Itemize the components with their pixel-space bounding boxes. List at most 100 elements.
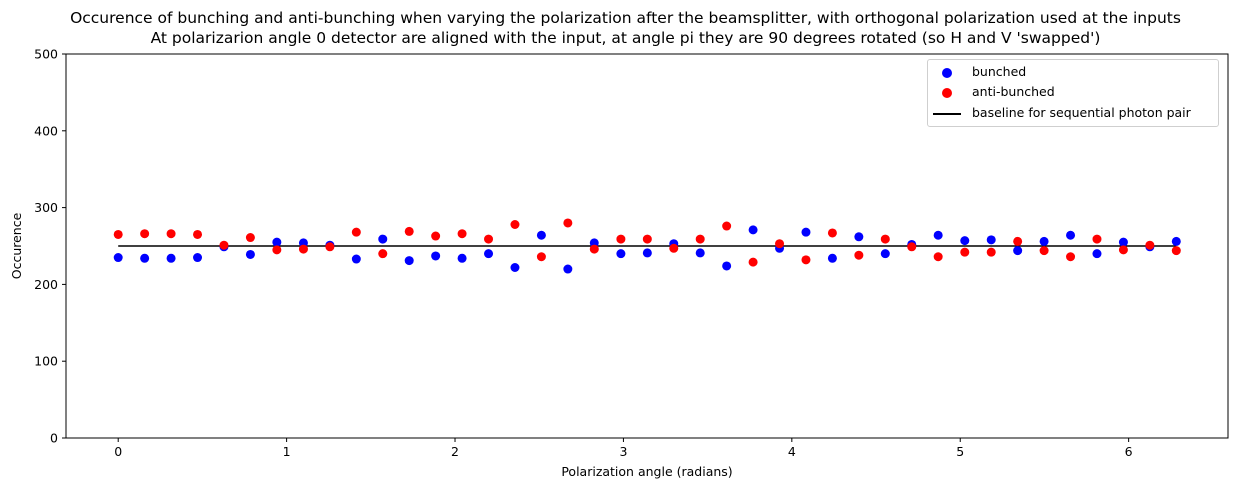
legend-item-baseline: baseline for sequential photon pair — [928, 104, 1218, 124]
x-tick-label-6: 6 — [1125, 444, 1133, 459]
bunched-point-20 — [642, 248, 652, 258]
anti-bunched-point-32 — [960, 247, 970, 257]
bunched-point-27 — [827, 253, 837, 263]
y-tick-label-3: 300 — [34, 200, 58, 215]
bunched-point-2 — [166, 253, 176, 263]
y-tick-label-0: 0 — [50, 431, 58, 446]
bunched-point-40 — [1171, 236, 1181, 246]
legend-marker-anti-bunched — [942, 88, 952, 98]
bunched-point-37 — [1092, 249, 1102, 259]
anti-bunched-point-2 — [166, 229, 176, 239]
bunched-point-13 — [457, 253, 467, 263]
anti-bunched-point-25 — [775, 239, 785, 249]
anti-bunched-point-39 — [1145, 240, 1155, 250]
legend-label-bunched: bunched — [972, 64, 1027, 79]
anti-bunched-point-14 — [484, 234, 494, 244]
bunched-point-34 — [1013, 246, 1023, 256]
legend-label-anti-bunched: anti-bunched — [972, 84, 1055, 99]
legend-item-bunched: bunched — [928, 63, 1218, 83]
anti-bunched-point-26 — [801, 255, 811, 265]
anti-bunched-point-19 — [616, 234, 626, 244]
y-tick-label-2: 200 — [34, 277, 58, 292]
bunched-point-11 — [404, 256, 414, 266]
anti-bunched-point-17 — [563, 218, 573, 228]
bunched-point-3 — [193, 253, 203, 263]
bunched-point-0 — [113, 253, 123, 263]
bunched-point-1 — [140, 253, 150, 263]
anti-bunched-point-28 — [854, 250, 864, 260]
bunched-point-22 — [695, 248, 705, 258]
anti-bunched-point-6 — [272, 245, 282, 255]
y-axis-label: Occurence — [9, 212, 24, 279]
anti-bunched-point-7 — [298, 244, 308, 254]
bunched-point-32 — [960, 236, 970, 246]
anti-bunched-point-21 — [669, 243, 679, 253]
bunched-point-19 — [616, 249, 626, 259]
anti-bunched-point-4 — [219, 240, 229, 250]
anti-bunched-point-33 — [986, 247, 996, 257]
anti-bunched-point-37 — [1092, 234, 1102, 244]
x-tick-label-2: 2 — [451, 444, 459, 459]
x-tick-label-0: 0 — [114, 444, 122, 459]
anti-bunched-point-11 — [404, 226, 414, 236]
legend-label-baseline: baseline for sequential photon pair — [972, 105, 1191, 120]
anti-bunched-point-8 — [325, 242, 335, 252]
anti-bunched-point-38 — [1118, 245, 1128, 255]
bunched-point-16 — [536, 230, 546, 240]
anti-bunched-point-3 — [193, 229, 203, 239]
x-tick-label-1: 1 — [283, 444, 291, 459]
bunched-point-35 — [1039, 236, 1049, 246]
x-tick-label-5: 5 — [956, 444, 964, 459]
anti-bunched-point-13 — [457, 229, 467, 239]
legend-item-anti-bunched: anti-bunched — [928, 83, 1218, 103]
bunched-point-23 — [722, 261, 732, 271]
bunched-point-6 — [272, 237, 282, 247]
anti-bunched-point-15 — [510, 219, 520, 229]
anti-bunched-point-1 — [140, 229, 150, 239]
y-tick-label-4: 400 — [34, 123, 58, 138]
y-tick-label-5: 500 — [34, 47, 58, 62]
anti-bunched-point-34 — [1013, 236, 1023, 246]
bunched-point-10 — [378, 234, 388, 244]
legend: bunched anti-bunched baseline for sequen… — [927, 59, 1219, 127]
points-layer — [113, 218, 1181, 274]
plot-area-border — [65, 53, 1229, 439]
bunched-point-38 — [1118, 237, 1128, 247]
bunched-point-12 — [431, 251, 441, 261]
bunched-point-24 — [748, 225, 758, 235]
bunched-point-29 — [880, 249, 890, 259]
anti-bunched-point-9 — [351, 227, 361, 237]
bunched-point-36 — [1066, 230, 1076, 240]
anti-bunched-point-12 — [431, 231, 441, 241]
bunched-point-26 — [801, 227, 811, 237]
anti-bunched-point-30 — [907, 242, 917, 252]
anti-bunched-point-22 — [695, 234, 705, 244]
bunched-point-14 — [484, 249, 494, 259]
anti-bunched-point-23 — [722, 221, 732, 231]
bunched-point-9 — [351, 254, 361, 264]
anti-bunched-point-20 — [642, 234, 652, 244]
y-tick-label-1: 100 — [34, 354, 58, 369]
anti-bunched-point-27 — [827, 228, 837, 238]
chart-title-line-2: At polarizarion angle 0 detector are ali… — [150, 29, 1101, 47]
anti-bunched-point-5 — [245, 233, 255, 243]
bunched-point-15 — [510, 263, 520, 273]
bunched-point-28 — [854, 232, 864, 242]
anti-bunched-point-40 — [1171, 246, 1181, 256]
anti-bunched-point-24 — [748, 257, 758, 267]
anti-bunched-point-10 — [378, 249, 388, 259]
bunched-point-5 — [245, 249, 255, 259]
anti-bunched-point-29 — [880, 234, 890, 244]
legend-marker-bunched — [942, 68, 952, 78]
anti-bunched-point-35 — [1039, 246, 1049, 256]
legend-line-baseline — [933, 113, 961, 115]
axes-frame — [65, 53, 1229, 439]
x-tick-label-3: 3 — [619, 444, 627, 459]
anti-bunched-point-36 — [1066, 252, 1076, 262]
x-axis-label: Polarization angle (radians) — [561, 464, 732, 479]
bunched-point-31 — [933, 230, 943, 240]
anti-bunched-point-0 — [113, 229, 123, 239]
x-tick-label-4: 4 — [788, 444, 796, 459]
ticks-layer: 0 1 2 3 4 5 6 0 100 200 300 400 500 — [34, 47, 1133, 460]
bunched-point-17 — [563, 264, 573, 274]
